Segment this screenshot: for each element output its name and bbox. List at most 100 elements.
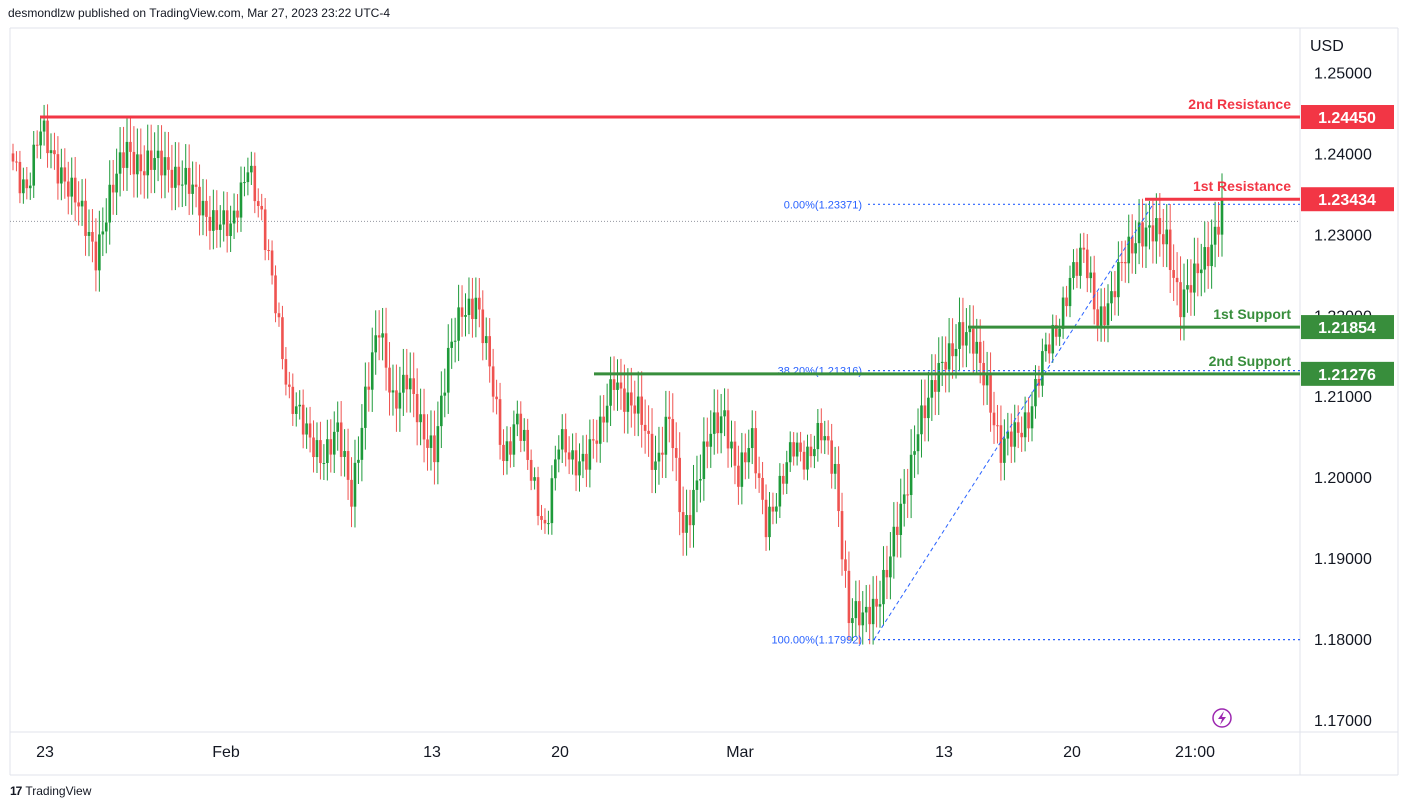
candle (1003, 419, 1006, 481)
candle (971, 305, 975, 375)
candle (871, 576, 875, 645)
lightning-icon[interactable] (1212, 708, 1232, 728)
candle (1068, 265, 1072, 318)
candle (1155, 193, 1158, 264)
candle (692, 464, 695, 548)
candle (111, 159, 115, 215)
candle (1186, 259, 1189, 313)
candle (598, 395, 602, 463)
candle (920, 379, 923, 458)
candle (681, 486, 685, 556)
candle (256, 188, 260, 218)
candle (940, 336, 944, 387)
candle (56, 136, 60, 200)
candle (326, 419, 329, 481)
candle (1172, 244, 1175, 301)
candle (947, 318, 951, 393)
candle (1079, 233, 1082, 289)
candle (460, 285, 464, 337)
candle (526, 418, 529, 470)
level-name: 1st Support (1213, 306, 1291, 322)
candle (788, 431, 792, 472)
candle (1199, 243, 1203, 297)
candle (215, 190, 219, 248)
candle (488, 318, 491, 383)
candle (861, 591, 865, 645)
candle (1072, 249, 1075, 290)
price-axis[interactable]: 1.250001.240001.230001.220001.210001.200… (1314, 66, 1372, 730)
candle (277, 302, 281, 327)
candle (274, 265, 277, 323)
candle (194, 161, 198, 208)
candle (522, 418, 526, 452)
time-tick-label: 23 (36, 744, 54, 761)
candle (813, 435, 816, 469)
candle (15, 151, 18, 172)
candle (875, 575, 878, 628)
resistance-level[interactable]: 1st Resistance 1.23434 (1145, 178, 1394, 212)
candle (847, 551, 851, 641)
candle (754, 410, 757, 489)
price-tick-label: 1.18000 (1314, 632, 1372, 649)
candle (657, 426, 661, 485)
candle (236, 194, 239, 233)
time-axis[interactable]: 23 Feb 13 20 Mar 13 20 21:00 (36, 744, 1215, 761)
candle (909, 429, 913, 519)
candle (312, 420, 315, 473)
candle (294, 392, 298, 427)
candle (170, 144, 174, 211)
price-tick-label: 1.23000 (1314, 227, 1372, 244)
candle (1023, 396, 1027, 452)
candle (1103, 287, 1106, 342)
candle (578, 443, 581, 492)
candle (750, 410, 754, 465)
candle (474, 277, 478, 338)
candle (1009, 413, 1013, 464)
candle (346, 428, 350, 500)
fib-retracement[interactable]: 0.00%(1.23371) 38.20%(1.21316) 100.00%(1.1… (771, 199, 1300, 647)
candle (612, 356, 616, 411)
candle (402, 348, 405, 416)
candle (609, 356, 612, 427)
candle (1006, 412, 1010, 456)
candle (70, 157, 74, 215)
candle (94, 218, 98, 292)
candles (11, 104, 1224, 645)
candle (419, 388, 422, 446)
candle (543, 508, 547, 534)
candle (73, 156, 77, 222)
candle (77, 181, 80, 226)
candle (301, 389, 305, 449)
candle (160, 125, 163, 199)
candle (626, 368, 630, 434)
support-resistance-levels[interactable]: 2nd Resistance 1.24450 1st Resistance 1.234… (40, 96, 1394, 386)
candle (498, 382, 502, 460)
support-level[interactable]: 1st Support 1.21854 (968, 306, 1394, 340)
brand-name: TradingView (25, 784, 92, 798)
candle (1206, 221, 1210, 289)
candle (1217, 202, 1220, 257)
candle (1075, 248, 1079, 289)
candle (136, 128, 139, 198)
time-tick-label: 20 (1063, 744, 1081, 761)
candle (1203, 221, 1207, 293)
time-tick-label: 13 (935, 744, 953, 761)
candle (854, 580, 858, 637)
price-tick-label: 1.21000 (1314, 389, 1372, 406)
candle (885, 545, 889, 600)
candle (426, 414, 429, 471)
candle (747, 429, 751, 479)
resistance-level[interactable]: 2nd Resistance 1.24450 (40, 96, 1394, 130)
price-tick-label: 1.17000 (1314, 713, 1372, 730)
support-level[interactable]: 2nd Support 1.21276 (594, 353, 1394, 386)
candle (1041, 338, 1044, 397)
candle (844, 540, 847, 588)
candle (519, 401, 523, 453)
candle (1092, 255, 1096, 325)
candle (830, 423, 833, 489)
candle (502, 429, 505, 476)
candle (809, 433, 813, 468)
candle (305, 407, 308, 449)
candle (405, 348, 409, 413)
